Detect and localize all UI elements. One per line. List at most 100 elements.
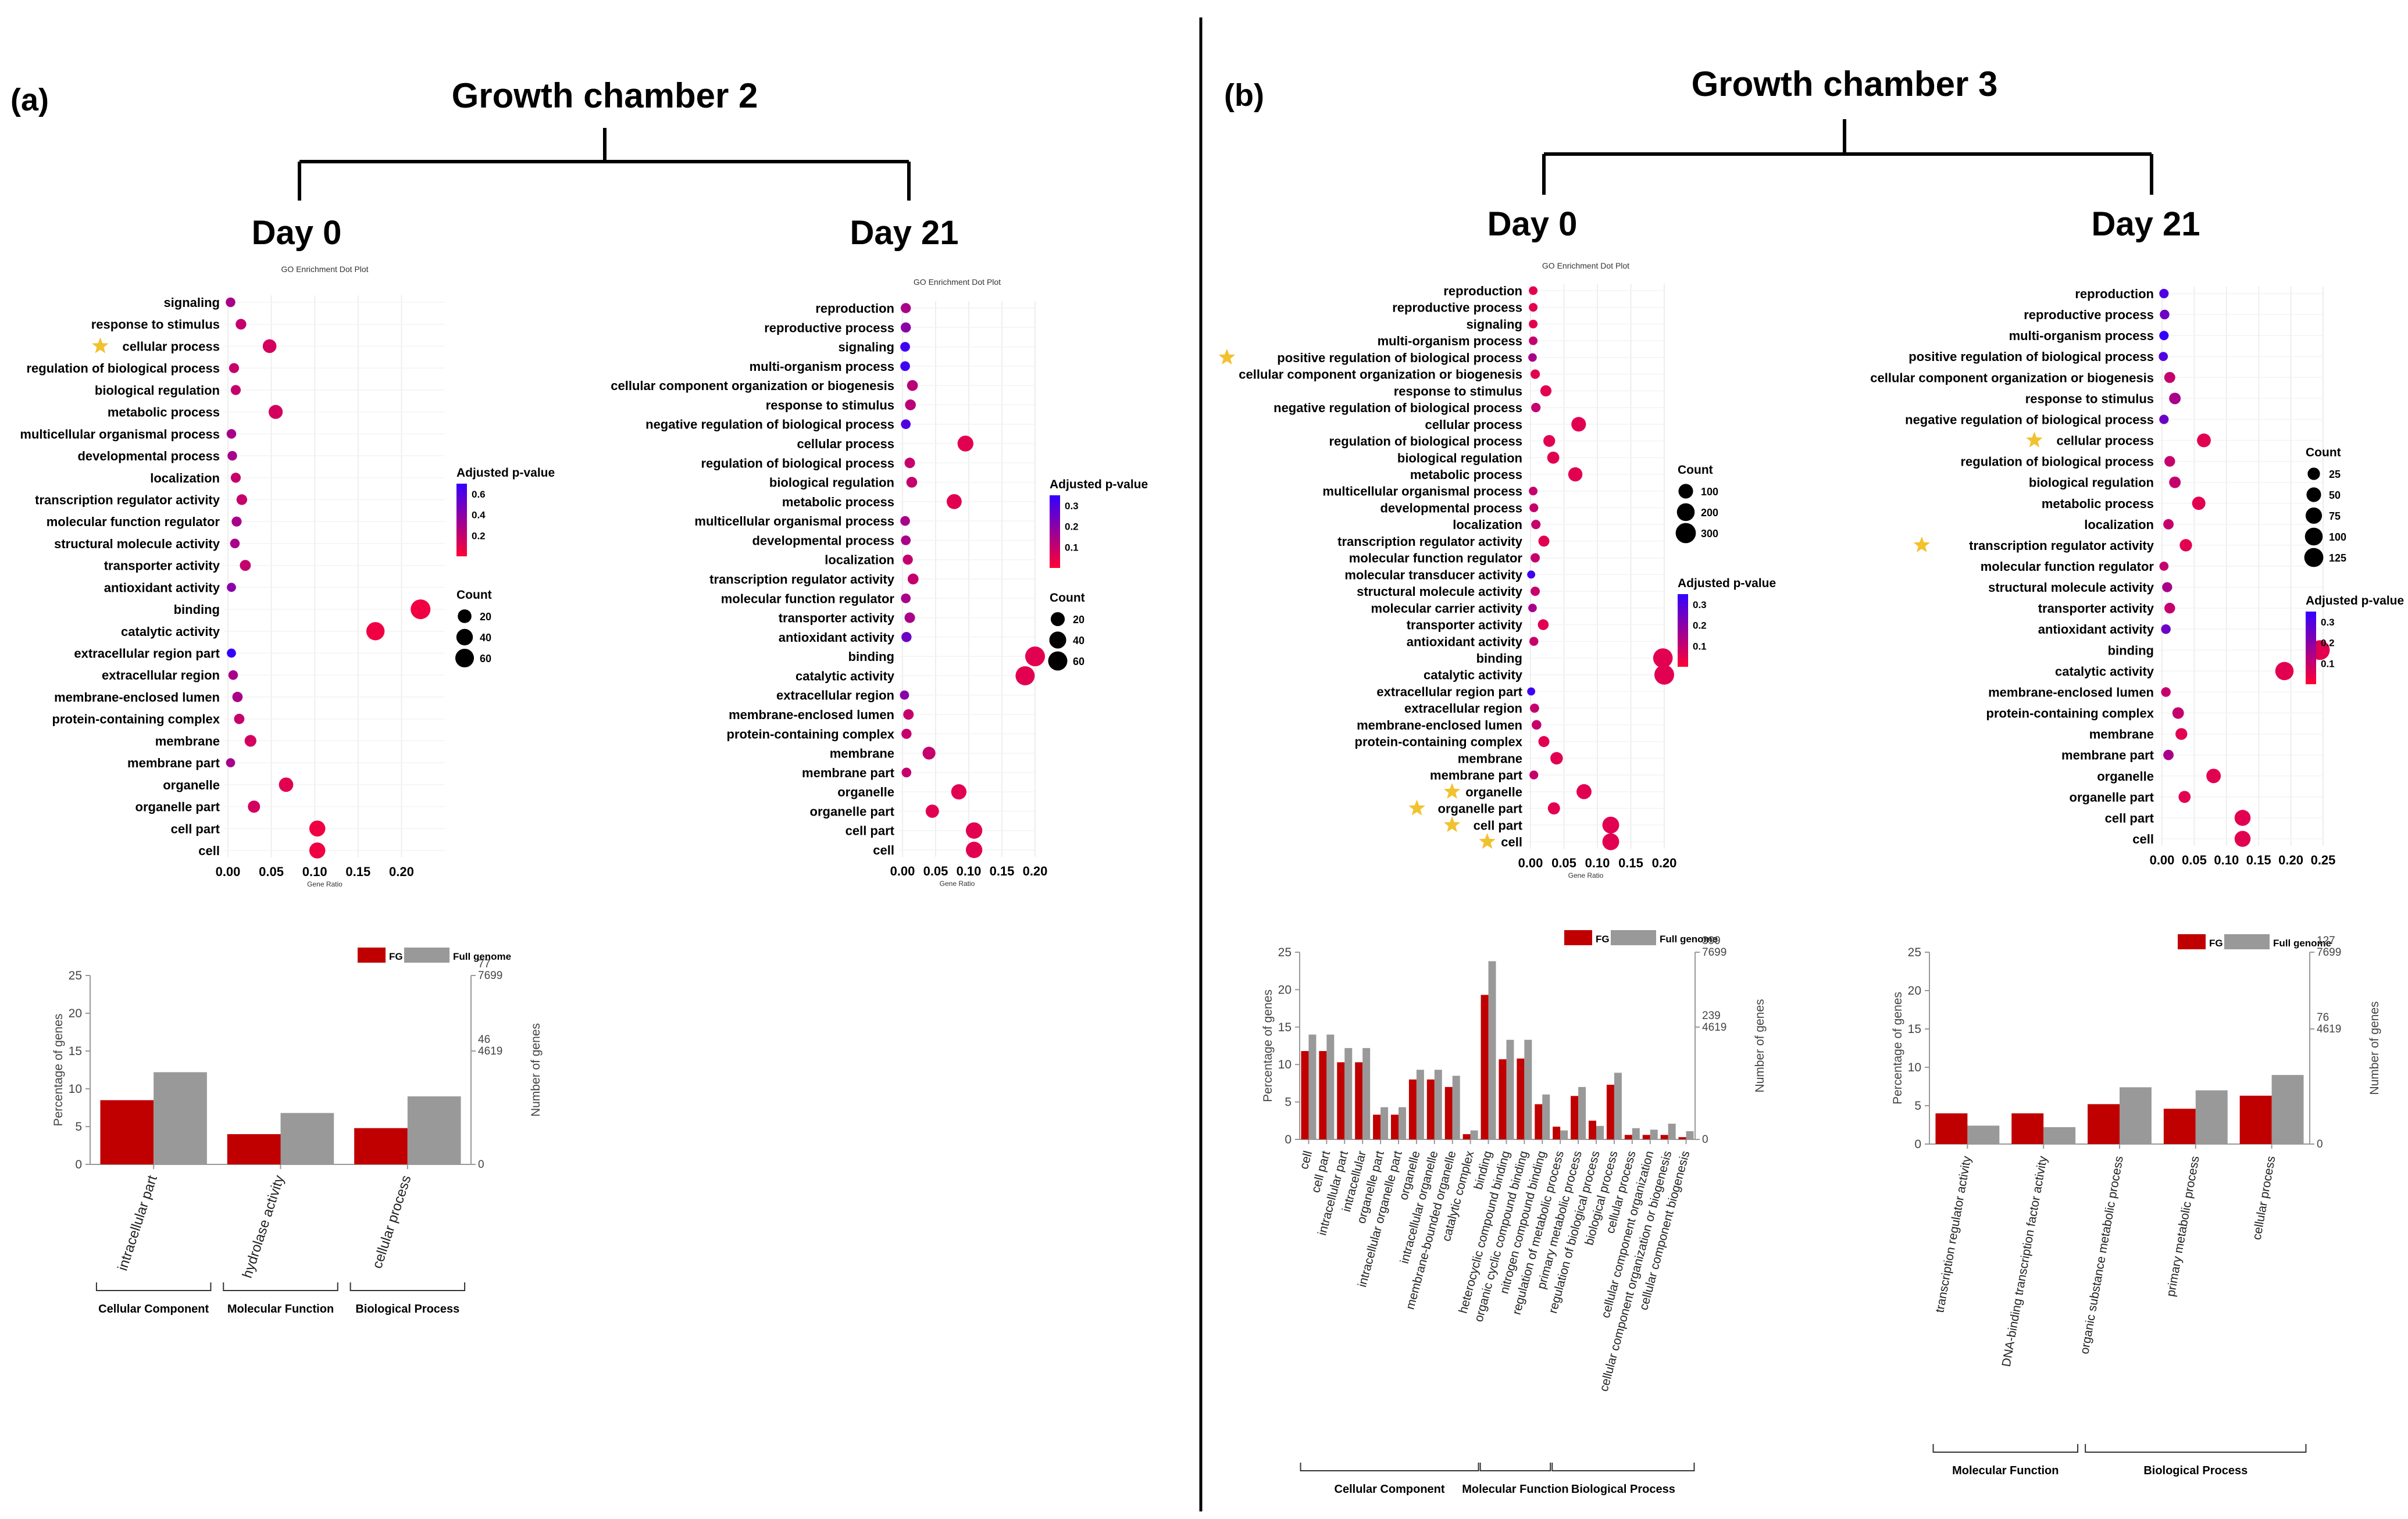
- x-tick-label: 0.10: [2214, 853, 2239, 867]
- bar-fg: [2011, 1113, 2044, 1144]
- term-label: response to stimulus: [2025, 391, 2154, 406]
- term-label: reproduction: [2075, 287, 2154, 301]
- term-label: response to stimulus: [766, 398, 894, 412]
- dot-membrane-enclosed-lumen: [903, 709, 914, 720]
- dot-organelle-part: [2178, 791, 2191, 803]
- dot-transcription-regulator-activity: [907, 573, 919, 585]
- term-label: membrane part: [127, 756, 220, 770]
- dot-catalytic-activity: [366, 622, 385, 641]
- dot-binding: [1025, 646, 1045, 667]
- right-tick-label: 46: [478, 1034, 490, 1046]
- term-label: organelle part: [1438, 802, 1523, 816]
- legend-swatch-fg: [358, 948, 386, 963]
- term-label: biological regulation: [1397, 451, 1522, 465]
- dot-catalytic-activity: [1015, 666, 1035, 685]
- legend-swatch-fg: [2178, 934, 2206, 949]
- dot-transporter-activity: [1537, 619, 1549, 630]
- y-tick-label: 25: [69, 969, 82, 982]
- bar-full: [2195, 1090, 2228, 1144]
- category-label: hydrolase activity: [240, 1174, 288, 1280]
- right-tick-label: 239: [1702, 1010, 1721, 1022]
- bar-fg: [1355, 1062, 1363, 1139]
- count-legend-dot: [1675, 523, 1696, 544]
- term-label: membrane-enclosed lumen: [1988, 685, 2154, 699]
- term-label: catalytic activity: [121, 624, 220, 639]
- x-tick-label: 0.05: [923, 864, 948, 878]
- term-label: extracellular region: [776, 688, 894, 703]
- dot-cell-part: [1602, 816, 1619, 834]
- term-label: multi-organism process: [2009, 328, 2154, 343]
- padj-colorbar: [1678, 594, 1688, 667]
- y-axis-label: Percentage of genes: [52, 1014, 65, 1127]
- count-legend-label: 100: [2329, 531, 2346, 543]
- x-tick-label: 0.00: [1518, 856, 1543, 870]
- dot-cell: [965, 841, 983, 859]
- term-label: molecular function regulator: [47, 514, 220, 529]
- term-label: regulation of biological process: [1961, 455, 2154, 469]
- dot-multicellular-organismal-process: [900, 516, 910, 526]
- dot-binding: [411, 599, 431, 620]
- term-label: biological regulation: [95, 383, 220, 398]
- x-tick-label: 0.00: [890, 864, 915, 878]
- dot-regulation-of-biological-process: [2164, 456, 2175, 467]
- term-label: cell part: [171, 821, 220, 836]
- x-tick-label: 0.20: [2278, 853, 2303, 867]
- padj-tick: 0.4: [472, 510, 486, 521]
- bar-fg: [1462, 1134, 1471, 1139]
- star-icon: [1218, 348, 1236, 364]
- term-label: reproduction: [1443, 284, 1522, 298]
- dot-molecular-transducer-activity: [1527, 570, 1536, 579]
- dot-molecular-function-regulator: [901, 593, 911, 603]
- count-legend-dot: [1676, 503, 1695, 521]
- bar-full: [280, 1113, 334, 1164]
- dot-protein-containing-complex: [1538, 736, 1550, 748]
- dot-multi-organism-process: [900, 361, 910, 371]
- term-label: localization: [1453, 517, 1522, 532]
- x-axis-label: Gene Ratio: [307, 880, 343, 888]
- dot-regulation-of-biological-process: [904, 458, 915, 469]
- count-legend-label: 200: [1701, 507, 1718, 519]
- category-label: intracellular part: [115, 1173, 160, 1273]
- bar-fg: [227, 1134, 281, 1164]
- bar-full: [1560, 1130, 1568, 1139]
- padj-tick: 0.2: [2321, 638, 2335, 649]
- x-tick-label: 0.10: [957, 864, 982, 878]
- panel-a-title: Growth chamber 2: [452, 76, 758, 115]
- padj-legend-title: Adjusted p-value: [1678, 577, 1776, 590]
- dot-metabolic-process: [1568, 467, 1583, 482]
- term-label: localization: [150, 471, 220, 485]
- term-label: extracellular region part: [74, 646, 220, 661]
- y-tick-label: 20: [1908, 984, 1921, 998]
- term-label: membrane part: [2061, 748, 2154, 763]
- term-label: membrane: [1458, 751, 1522, 766]
- term-label: cellular component organization or bioge…: [1239, 367, 1522, 382]
- term-label: structural molecule activity: [1357, 584, 1523, 599]
- dot-antioxidant-activity: [1529, 637, 1539, 646]
- bar-fg: [2239, 1095, 2272, 1144]
- term-label: positive regulation of biological proces…: [1908, 349, 2154, 364]
- y-tick-label: 15: [69, 1045, 82, 1058]
- count-legend-dot: [455, 648, 475, 668]
- term-label: membrane-enclosed lumen: [54, 690, 220, 705]
- dot-organelle-part: [925, 805, 939, 818]
- bar-fg: [1571, 1096, 1579, 1139]
- dot-transporter-activity: [2164, 602, 2175, 614]
- group-label: Biological Process: [355, 1303, 459, 1316]
- bar-full: [1614, 1073, 1622, 1139]
- count-legend-dot: [2305, 507, 2323, 524]
- y-tick-label: 10: [69, 1082, 82, 1096]
- group-label: Molecular Function: [1462, 1483, 1568, 1496]
- dot-binding: [1653, 648, 1673, 668]
- term-label: multi-organism process: [750, 359, 894, 374]
- term-label: molecular transducer activity: [1344, 567, 1522, 582]
- term-label: transcription regulator activity: [1337, 534, 1523, 549]
- term-label: developmental process: [752, 533, 894, 548]
- dot-structural-molecule-activity: [230, 538, 240, 549]
- count-legend-label: 60: [1073, 656, 1085, 667]
- y-tick-label: 25: [1278, 946, 1292, 959]
- group-bracket: [1479, 1463, 1551, 1471]
- term-label: transcription regulator activity: [35, 492, 220, 507]
- bar-fg: [1660, 1135, 1668, 1139]
- dot-molecular-function-regulator: [1531, 553, 1540, 563]
- term-label: cellular component organization or bioge…: [1870, 370, 2154, 385]
